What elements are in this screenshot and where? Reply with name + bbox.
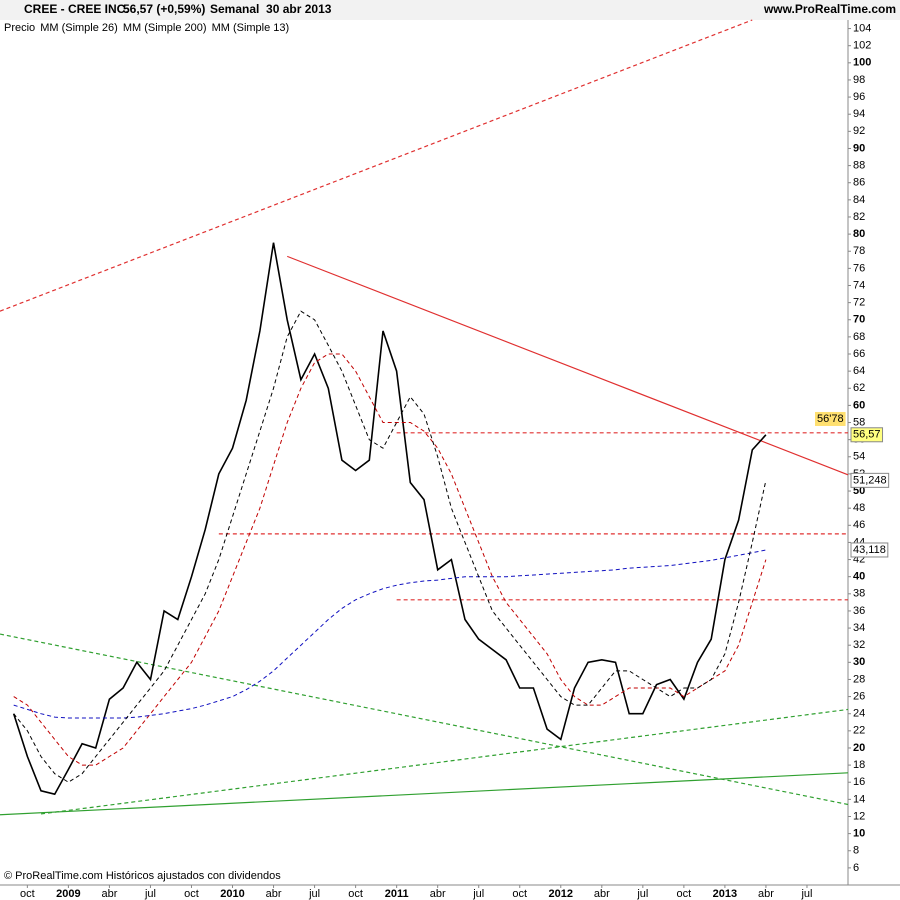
period: Semanal 30 abr 2013 (210, 2, 332, 16)
x-tick-label: abr (101, 888, 117, 900)
y-tick-label: 62 (853, 382, 865, 394)
x-tick-label: abr (430, 888, 446, 900)
y-tick-label: 94 (853, 108, 865, 120)
x-tick-label: oct (184, 888, 199, 900)
x-tick-label: oct (348, 888, 363, 900)
footer: © ProRealTime.com Históricos ajustados c… (4, 870, 281, 882)
y-tick-label: 22 (853, 725, 865, 737)
price-marker-box (850, 427, 884, 443)
x-tick-label: oct (512, 888, 527, 900)
y-tick-label: 70 (853, 314, 865, 326)
y-tick-label: 30 (853, 656, 865, 668)
y-tick-label: 66 (853, 348, 865, 360)
header-bar (0, 0, 900, 20)
series-line (13, 549, 766, 719)
y-tick-label: 74 (853, 279, 865, 291)
x-tick-label: 2013 (713, 888, 737, 900)
y-tick-label: 26 (853, 690, 865, 702)
source: www.ProRealTime.com (763, 2, 896, 16)
y-tick-label: 28 (853, 673, 865, 685)
y-tick-label: 82 (853, 211, 865, 223)
x-tick-label: jul (308, 888, 320, 900)
y-tick-label: 12 (853, 810, 865, 822)
price-marker-box (850, 542, 889, 558)
y-tick-label: 96 (853, 91, 865, 103)
y-tick-label: 20 (853, 742, 865, 754)
x-tick-label: jul (800, 888, 812, 900)
trend-line (0, 772, 849, 816)
series-line (13, 353, 767, 766)
x-tick-label: oct (20, 888, 35, 900)
legend-entry: MM (Simple 200) (123, 22, 207, 34)
y-tick-label: 78 (853, 245, 865, 257)
price-marker: 43,118 (850, 542, 889, 558)
y-tick-label: 18 (853, 759, 865, 771)
price-marker-label: 56'78 (817, 413, 844, 425)
series-line (13, 310, 767, 783)
legend-entry: MM (Simple 26) (40, 22, 118, 34)
y-tick-label: 104 (853, 22, 871, 34)
y-tick-label: 100 (853, 57, 871, 69)
x-tick-label: jul (636, 888, 648, 900)
y-tick-label: 68 (853, 331, 865, 343)
y-tick-label: 54 (853, 451, 865, 463)
y-tick-label: 38 (853, 588, 865, 600)
price-marker: 51,248 (850, 472, 890, 488)
legend-entry: MM (Simple 13) (212, 22, 290, 34)
y-tick-label: 36 (853, 605, 865, 617)
trend-line (40, 708, 849, 815)
price-marker-label: 51,248 (853, 474, 887, 486)
y-tick-label: 24 (853, 708, 865, 720)
y-tick-label: 86 (853, 177, 865, 189)
x-tick-label: 2012 (549, 888, 573, 900)
price-marker-label: 43,118 (853, 544, 886, 556)
y-tick-label: 98 (853, 74, 865, 86)
y-tick-label: 10 (853, 828, 865, 840)
y-tick-label: 16 (853, 776, 865, 788)
y-tick-label: 32 (853, 639, 865, 651)
y-tick-label: 90 (853, 142, 865, 154)
price-marker-label: 56,57 (853, 429, 881, 441)
y-tick-label: 64 (853, 365, 865, 377)
y-tick-label: 92 (853, 125, 865, 137)
y-tick-label: 8 (853, 845, 859, 857)
y-tick-label: 34 (853, 622, 865, 634)
last-change: 56,57 (+0,59%) (123, 2, 205, 16)
y-tick-label: 58 (853, 416, 865, 428)
y-tick-label: 80 (853, 228, 865, 240)
price-marker: 56,57 (850, 427, 884, 443)
x-tick-label: oct (677, 888, 692, 900)
y-tick-label: 50 (853, 485, 865, 497)
y-tick-label: 72 (853, 297, 865, 309)
x-tick-label: abr (758, 888, 774, 900)
price-marker-box (815, 411, 846, 426)
chart-title: CREE - CREE INC. (24, 2, 129, 16)
trend-line (0, 19, 753, 312)
y-tick-label: 46 (853, 519, 865, 531)
x-tick-label: 2010 (220, 888, 244, 900)
legend-entry: Precio (4, 22, 35, 34)
x-tick-label: 2011 (385, 888, 409, 900)
price-marker: 56'78 (815, 411, 846, 426)
y-tick-label: 88 (853, 160, 865, 172)
y-tick-label: 102 (853, 40, 871, 52)
price-marker-box (850, 472, 890, 488)
series-line (12, 242, 767, 796)
y-tick-label: 14 (853, 793, 865, 805)
x-tick-label: 2009 (56, 888, 80, 900)
x-tick-label: abr (594, 888, 610, 900)
x-tick-label: abr (266, 888, 282, 900)
x-tick-label: jul (472, 888, 484, 900)
y-tick-label: 84 (853, 194, 865, 206)
y-tick-label: 6 (853, 862, 859, 874)
y-tick-label: 40 (853, 571, 865, 583)
x-tick-label: jul (144, 888, 156, 900)
trend-line (287, 255, 849, 476)
y-tick-label: 48 (853, 502, 865, 514)
y-tick-label: 60 (853, 399, 865, 411)
y-tick-label: 76 (853, 262, 865, 274)
